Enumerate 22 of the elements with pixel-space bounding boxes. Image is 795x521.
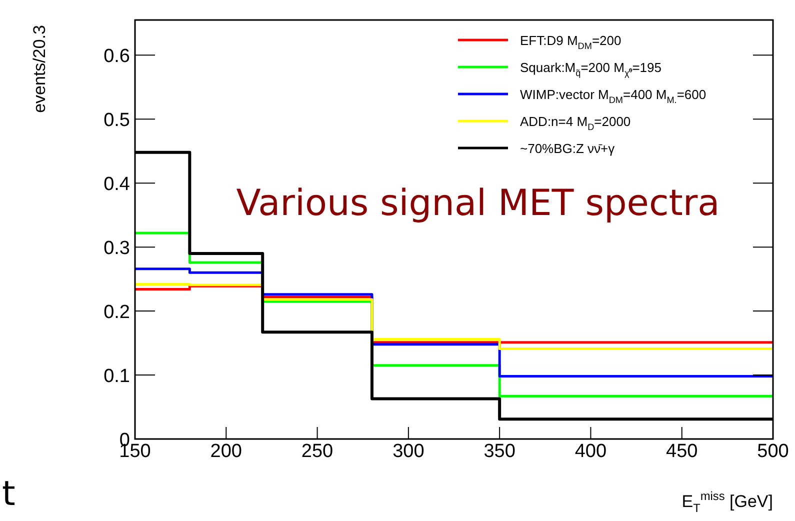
legend-label: ADD:n=4 M$_{D}$=2000 — [520, 114, 631, 132]
y-axis-title: events/20.3 — [30, 25, 49, 113]
y-tick-label: 0.2 — [104, 302, 130, 324]
x-tick-label: 350 — [484, 441, 516, 462]
y-tick-label: 0.1 — [104, 366, 130, 388]
y-tick-label: 0.4 — [104, 174, 130, 196]
annotation: Various signal MET spectra — [236, 183, 720, 224]
x-tick-label: 450 — [666, 441, 698, 462]
y-tick-label: 0.5 — [104, 110, 130, 132]
text: t — [2, 474, 16, 514]
x-tick-label: 200 — [210, 441, 242, 462]
legend-label: EFT:D9 M$_{DM}$=200 — [520, 33, 622, 52]
legend-label: ~70%BG:Z νν̄+γ — [520, 141, 616, 156]
x-tick-label: 400 — [574, 441, 607, 462]
x-axis-title: E$_{T}$$^{miss}$ [GeV] — [682, 489, 773, 516]
x-tick-label: 500 — [757, 441, 789, 462]
y-tick-label: 0.3 — [104, 238, 130, 260]
legend-label: WIMP:vector M$_{DM}$=400 M$_{M.}$=600 — [520, 87, 706, 106]
y-tick-label: 0.6 — [104, 46, 130, 68]
x-tick-label: 300 — [392, 441, 424, 462]
x-tick-label: 250 — [301, 441, 334, 462]
legend-label: Squark:M$_{q̃}$=200 M$_{χ̃⁰}$=195 — [520, 60, 662, 78]
